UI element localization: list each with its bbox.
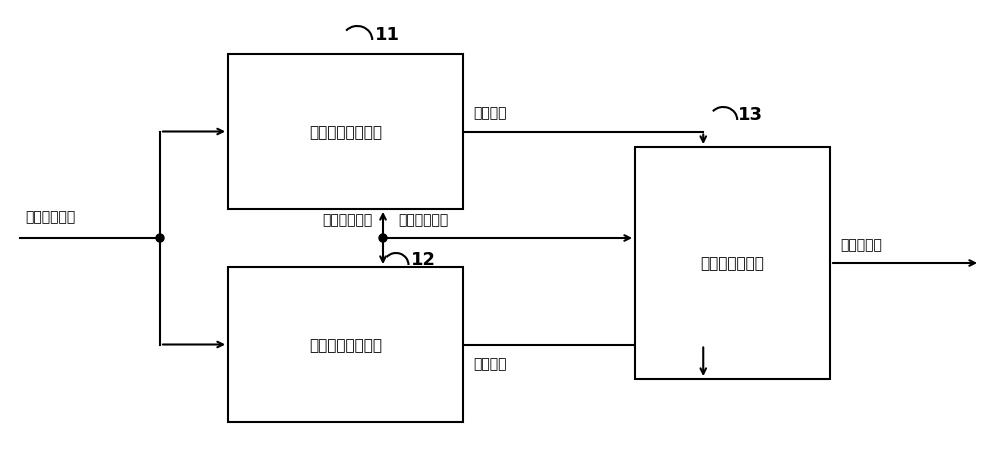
Text: 第一输入信号: 第一输入信号 bbox=[25, 210, 75, 223]
Text: 传输门选择电路: 传输门选择电路 bbox=[701, 256, 764, 271]
Text: 第二输入信号: 第二输入信号 bbox=[323, 212, 373, 227]
Circle shape bbox=[379, 234, 387, 243]
Circle shape bbox=[156, 234, 164, 243]
Text: 13: 13 bbox=[738, 106, 763, 124]
Bar bbox=[635, 148, 830, 379]
Text: 12: 12 bbox=[411, 250, 436, 268]
Text: 第三输入信号: 第三输入信号 bbox=[398, 212, 448, 227]
Text: 异或信号生成电路: 异或信号生成电路 bbox=[309, 125, 382, 140]
Text: 同或信号生成电路: 同或信号生成电路 bbox=[309, 337, 382, 352]
Text: 11: 11 bbox=[375, 26, 400, 44]
Text: 同或信号: 同或信号 bbox=[473, 106, 507, 120]
Bar bbox=[228, 268, 463, 422]
Text: 异或信号: 异或信号 bbox=[473, 357, 507, 371]
Bar bbox=[228, 55, 463, 210]
Text: 和输出信号: 和输出信号 bbox=[840, 238, 882, 252]
